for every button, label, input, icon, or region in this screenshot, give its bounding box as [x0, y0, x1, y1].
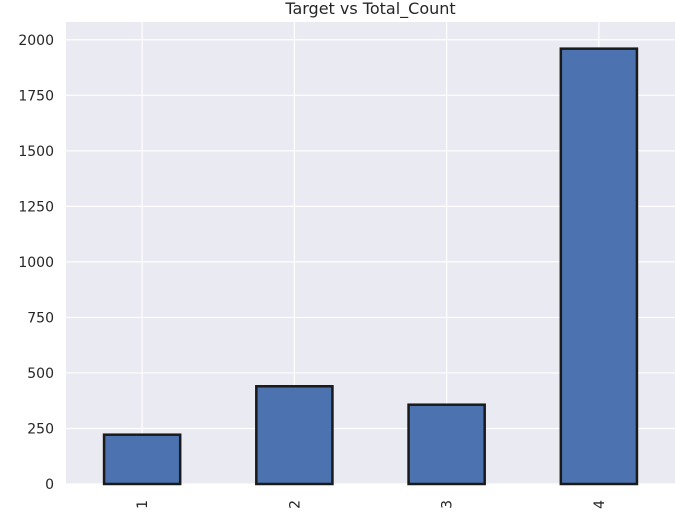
bar-2	[255, 385, 334, 486]
x-tick-label: 4	[592, 500, 608, 509]
x-tick-label: 3	[440, 500, 456, 509]
bar-4	[559, 47, 639, 486]
x-tick-label: 2	[287, 500, 303, 509]
y-tick-label: 1500	[18, 144, 54, 160]
y-tick-label: 500	[27, 366, 54, 382]
bars	[102, 47, 639, 486]
y-tick-label: 750	[27, 310, 54, 326]
chart-title: Target vs Total_Count	[284, 0, 455, 19]
y-tick-label: 250	[27, 421, 54, 437]
bar-3	[407, 403, 486, 486]
y-axis-ticks: 0 250 500 750 1000 1250 1500 1750 2000	[18, 33, 54, 493]
y-tick-label: 1000	[18, 255, 54, 271]
y-tick-label: 2000	[18, 33, 54, 49]
x-tick-label: 1	[135, 500, 151, 509]
y-tick-label: 1250	[18, 199, 54, 215]
y-tick-label: 1750	[18, 88, 54, 104]
bar-1	[102, 433, 182, 486]
y-tick-label: 0	[45, 477, 54, 493]
x-axis-ticks: 1 2 3 4	[135, 500, 608, 509]
